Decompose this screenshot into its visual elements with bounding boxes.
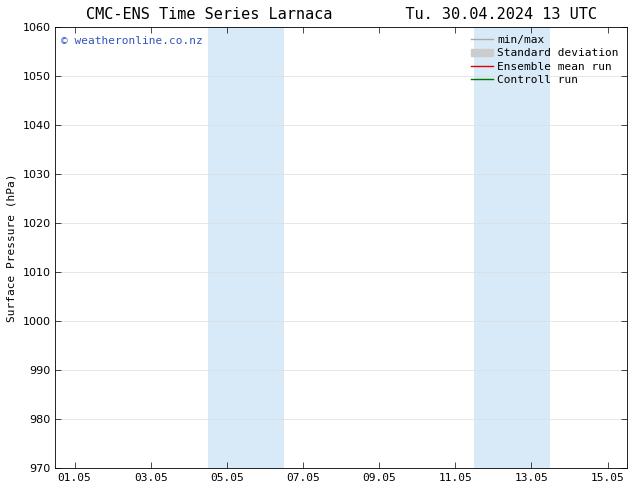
- Bar: [208, 27, 284, 468]
- Title: CMC-ENS Time Series Larnaca        Tu. 30.04.2024 13 UTC: CMC-ENS Time Series Larnaca Tu. 30.04.20…: [86, 7, 597, 22]
- Legend: min/max, Standard deviation, Ensemble mean run, Controll run: min/max, Standard deviation, Ensemble me…: [469, 33, 621, 87]
- Y-axis label: Surface Pressure (hPa): Surface Pressure (hPa): [7, 173, 17, 322]
- Bar: [474, 27, 550, 468]
- Text: © weatheronline.co.nz: © weatheronline.co.nz: [61, 36, 203, 46]
